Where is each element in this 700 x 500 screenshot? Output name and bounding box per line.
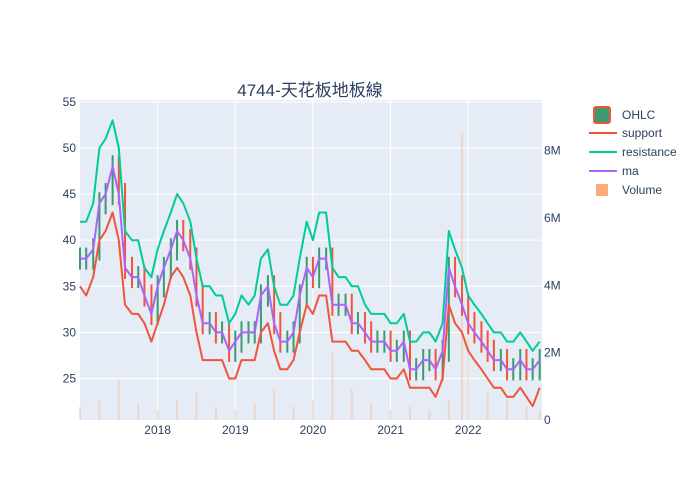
y2-tick-label: 6M [544,211,561,225]
chart-title: 4744-天花板地板線 [237,81,382,100]
legend-item-resistance[interactable]: resistance [589,145,677,159]
legend-item-support[interactable]: support [589,126,663,140]
y2-tick-label: 2M [544,346,561,360]
y-tick-label: 55 [63,95,77,109]
volume-bar [195,393,198,420]
axes: 25 30 35 40 45 50 55 0 2M 4M 6M 8M 2018 2019 2020 2021 2… [63,95,561,437]
y2-tick-label: 8M [544,144,561,158]
y-tick-label: 40 [63,233,77,247]
y2-tick-label: 0 [544,413,551,427]
volume-bar [467,318,470,420]
y-tick-label: 35 [63,279,77,293]
x-tick-label: 2019 [222,423,249,437]
legend-ohlc-label: OHLC [622,108,656,122]
legend-ohlc-swatch [593,106,611,124]
y-tick-label: 45 [63,187,77,201]
volume-bar [428,409,431,420]
volume-bar [370,403,373,420]
y-tick-label: 50 [63,141,77,155]
x-tick-label: 2018 [144,423,171,437]
volume-bar [538,409,541,420]
volume-bar [176,399,179,420]
volume-bar [389,409,392,420]
legend-volume-swatch [596,184,608,196]
legend-ma-label: ma [622,164,639,178]
volume-bar [253,403,256,420]
y-tick-label: 25 [63,372,77,386]
volume-bar [98,399,101,420]
y2-tick-label: 4M [544,278,561,292]
ma-line [80,165,541,371]
volume-bar [292,406,295,420]
legend[interactable]: OHLC support resistance ma Volume [589,106,677,197]
volume-bar [214,406,217,420]
volume-bar [409,406,411,420]
volume-bar [506,399,509,420]
legend-support-label: support [622,126,663,140]
x-tick-label: 2020 [300,423,327,437]
support-line [79,211,541,408]
volume-bar [117,379,120,420]
volume-bar [273,389,276,420]
volume-bar [486,393,489,420]
volume-bar [79,406,81,420]
legend-resistance-label: resistance [622,145,677,159]
legend-volume-label: Volume [622,183,662,197]
legend-item-volume[interactable]: Volume [596,183,662,197]
y-tick-label: 30 [63,325,77,339]
volume-bar [137,403,140,420]
resistance-line [80,119,541,352]
plot-area [80,100,542,420]
legend-item-ohlc[interactable]: OHLC [593,106,656,124]
volume-bar [311,399,314,420]
x-tick-label: 2022 [455,423,482,437]
volume-bar [331,352,334,420]
volume-bar [156,409,159,420]
series-lines [79,119,541,408]
volume-bar [350,389,353,420]
volume-bar [447,399,450,420]
x-tick-label: 2021 [377,423,404,437]
volume-bar [525,406,528,420]
volume-bar [234,409,237,420]
legend-item-ma[interactable]: ma [589,164,639,178]
